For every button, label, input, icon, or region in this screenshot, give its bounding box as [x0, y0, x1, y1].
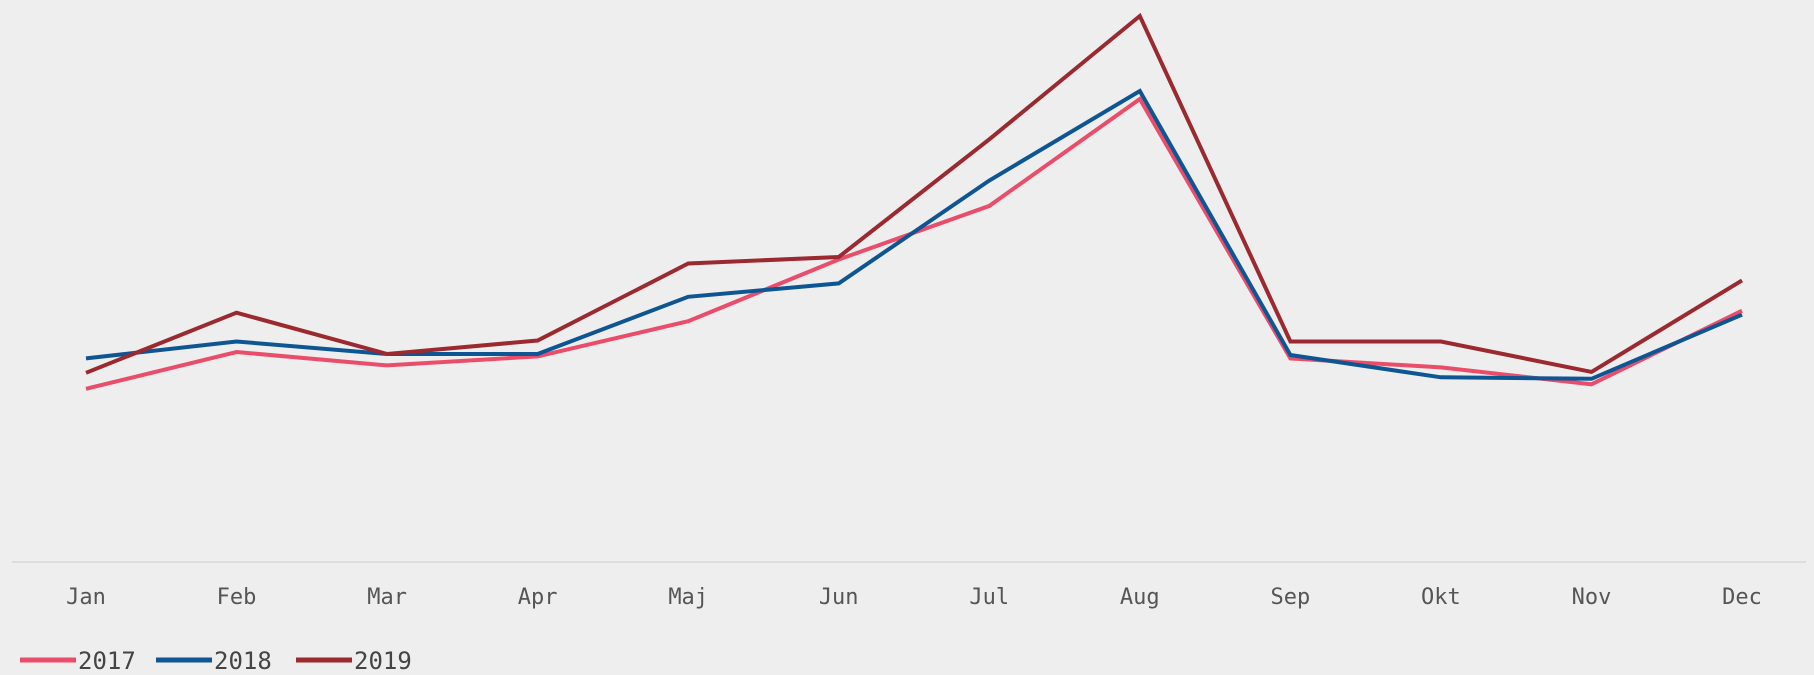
- data-point-2017-Jan: [84, 387, 88, 391]
- data-point-2017-Feb: [235, 350, 239, 354]
- data-point-2018-Aug: [1138, 89, 1142, 93]
- data-point-2019-Sep: [1288, 340, 1292, 344]
- data-point-2019-Maj: [686, 262, 690, 266]
- x-tick-label: Nov: [1572, 585, 1612, 610]
- legend-label: 2019: [354, 647, 412, 671]
- x-tick-label: Okt: [1421, 585, 1461, 610]
- series-2019: [84, 12, 1744, 375]
- series-layer: [84, 12, 1744, 391]
- data-point-2017-Mar: [385, 363, 389, 367]
- x-tick-label: Mar: [367, 585, 407, 610]
- data-point-2018-Nov: [1590, 377, 1594, 381]
- data-point-2019-Mar: [385, 352, 389, 356]
- x-tick-labels: Jan Feb Mar Apr Maj Jun Jul Aug Sep Okt Nov Dec: [66, 585, 1762, 610]
- data-point-2019-Dec: [1740, 278, 1744, 282]
- legend-label: 2018: [214, 647, 272, 671]
- data-point-2019-Apr: [536, 339, 540, 343]
- x-tick-label: Jul: [969, 585, 1009, 610]
- data-point-2018-Jul: [987, 179, 991, 183]
- series-line-2018: [85, 88, 1743, 381]
- data-point-2018-Okt: [1439, 375, 1443, 379]
- data-point-2018-Dec: [1740, 313, 1744, 317]
- data-point-2018-Apr: [536, 352, 540, 356]
- legend-item-2017: 2017: [20, 647, 136, 675]
- data-point-2018-Jun: [837, 281, 841, 285]
- x-tick-label: Jun: [819, 585, 859, 610]
- x-tick-label: Dec: [1722, 585, 1762, 610]
- legend-label: 2017: [78, 647, 136, 671]
- data-point-2019-Nov: [1590, 370, 1594, 374]
- data-point-2017-Okt: [1439, 365, 1443, 369]
- series-2018: [84, 88, 1744, 381]
- data-point-2018-Jan: [84, 356, 88, 360]
- x-tick-label: Maj: [668, 585, 708, 610]
- x-tick-label: Apr: [518, 585, 558, 610]
- data-point-2018-Maj: [686, 295, 690, 299]
- data-point-2019-Feb: [235, 311, 239, 315]
- data-point-2017-Dec: [1740, 309, 1744, 313]
- data-point-2017-Jul: [987, 204, 991, 208]
- data-point-2017-Aug: [1138, 97, 1142, 101]
- x-tick-label: Feb: [217, 585, 257, 610]
- legend-item-2019: 2019: [296, 647, 412, 675]
- data-point-2019-Jul: [987, 137, 991, 141]
- legend-item-2018: 2018: [156, 647, 272, 675]
- data-point-2017-Maj: [686, 319, 690, 323]
- data-point-2018-Sep: [1288, 353, 1292, 357]
- series-line-2019: [85, 12, 1744, 375]
- data-point-2019-Aug: [1138, 14, 1142, 18]
- series-line-2017: [85, 96, 1743, 391]
- data-point-2019-Jun: [837, 255, 841, 259]
- series-2017: [84, 96, 1744, 391]
- x-tick-label: Sep: [1271, 585, 1311, 610]
- data-point-2018-Feb: [235, 340, 239, 344]
- legend: 2017 2018 2019: [20, 647, 412, 675]
- data-point-2019-Jan: [84, 371, 88, 375]
- x-tick-label: Aug: [1120, 585, 1160, 610]
- data-point-2019-Okt: [1439, 340, 1443, 344]
- data-point-2017-Nov: [1590, 382, 1594, 386]
- x-tick-label: Jan: [66, 585, 106, 610]
